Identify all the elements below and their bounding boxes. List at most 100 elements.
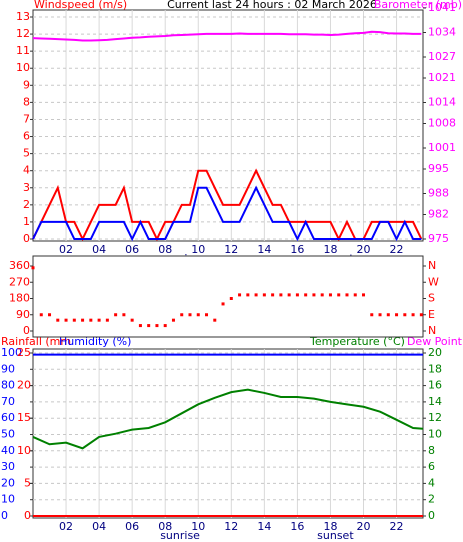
y2-tick-label: W bbox=[428, 275, 439, 288]
y-tick-label: 0 bbox=[1, 509, 8, 522]
direction-point bbox=[345, 293, 349, 297]
direction-point bbox=[337, 293, 341, 297]
x-tick-label: 16 bbox=[290, 243, 304, 256]
y2-tick-label: 1014 bbox=[428, 96, 456, 109]
direction-point bbox=[370, 313, 374, 317]
x-tick-label: 04 bbox=[92, 243, 106, 256]
windspeed-label: Windspeed (m/s) bbox=[34, 0, 127, 11]
sun-annotation: sunset bbox=[317, 529, 354, 542]
y2-tick-label: 975 bbox=[428, 232, 449, 245]
y2-tick-label: 20 bbox=[428, 346, 442, 359]
x-tick-label: 20 bbox=[357, 520, 371, 533]
x-tick-label: 02 bbox=[59, 243, 73, 256]
y2-tick-label: 16 bbox=[428, 379, 442, 392]
direction-point bbox=[403, 313, 407, 317]
rainfall-label: Rainfall (mm bbox=[1, 335, 71, 348]
direction-point bbox=[279, 293, 283, 297]
direction-point bbox=[238, 293, 242, 297]
direction-point bbox=[213, 318, 217, 322]
direction-point bbox=[304, 293, 308, 297]
y-tick-label: 13 bbox=[16, 10, 30, 23]
y-tick-label: 270 bbox=[9, 275, 30, 288]
direction-point bbox=[105, 318, 109, 322]
direction-point bbox=[97, 318, 101, 322]
direction-point bbox=[122, 313, 126, 317]
y2-tick-label: 6 bbox=[428, 460, 435, 473]
direction-point bbox=[320, 293, 324, 297]
y3-tick-label: 5 bbox=[24, 476, 31, 489]
y2-tick-label: S bbox=[428, 292, 435, 305]
y-tick-label: 6 bbox=[23, 130, 30, 143]
direction-point bbox=[271, 293, 275, 297]
x-tick-label: 04 bbox=[92, 520, 106, 533]
y-tick-label: 12 bbox=[16, 27, 30, 40]
y2-tick-label: 18 bbox=[428, 362, 442, 375]
direction-point bbox=[171, 318, 175, 322]
x-tick-label: 08 bbox=[158, 520, 172, 533]
y-tick-label: 3 bbox=[23, 181, 30, 194]
y-tick-label: 60 bbox=[1, 411, 15, 424]
y-tick-label: 360 bbox=[9, 259, 30, 272]
y-tick-label: 1 bbox=[23, 215, 30, 228]
y-tick-label: 40 bbox=[1, 444, 15, 457]
direction-point bbox=[221, 302, 225, 306]
y3-tick-label: 25 bbox=[17, 346, 31, 359]
y2-tick-label: 1021 bbox=[428, 71, 456, 84]
direction-point bbox=[39, 313, 43, 317]
direction-point bbox=[180, 313, 184, 317]
direction-point bbox=[386, 313, 390, 317]
y2-tick-label: 1001 bbox=[428, 141, 456, 154]
direction-point bbox=[147, 324, 151, 328]
y3-tick-label: 0 bbox=[24, 509, 31, 522]
y3-tick-label: 10 bbox=[17, 444, 31, 457]
y2-tick-label: 1027 bbox=[428, 50, 456, 63]
y2-tick-label: 12 bbox=[428, 411, 442, 424]
series-line bbox=[32, 185, 422, 242]
y2-tick-label: 1034 bbox=[428, 26, 456, 39]
humidity-label: Humidity (%) bbox=[59, 335, 131, 348]
y2-tick-label: 4 bbox=[428, 476, 435, 489]
x-tick-label: 06 bbox=[125, 243, 139, 256]
dewpoint-label: Dew Point bbox=[407, 335, 463, 348]
x-tick-label: 18 bbox=[323, 243, 337, 256]
y2-tick-label: 982 bbox=[428, 208, 449, 221]
plot-frame bbox=[32, 255, 424, 338]
chart-title: Current last 24 hours : 02 March 2026 bbox=[167, 0, 377, 11]
x-tick-label: 06 bbox=[125, 520, 139, 533]
y2-tick-label: 0 bbox=[428, 509, 435, 522]
x-tick-label: 16 bbox=[290, 520, 304, 533]
y-tick-label: 50 bbox=[1, 428, 15, 441]
x-tick-label: 18 bbox=[323, 520, 337, 533]
direction-point bbox=[72, 318, 76, 322]
direction-point bbox=[362, 293, 366, 297]
series-line bbox=[32, 388, 424, 450]
barometer-label: Barometer (mb) bbox=[374, 0, 462, 11]
direction-point bbox=[196, 313, 200, 317]
direction-point bbox=[130, 318, 134, 322]
direction-point bbox=[254, 293, 258, 297]
direction-point bbox=[328, 293, 332, 297]
direction-point bbox=[155, 324, 159, 328]
series-line bbox=[32, 30, 422, 42]
direction-point bbox=[205, 313, 209, 317]
y-tick-label: 11 bbox=[16, 44, 30, 57]
x-tick-label: 12 bbox=[224, 243, 238, 256]
y-tick-label: 0 bbox=[23, 324, 30, 337]
y2-tick-label: 1008 bbox=[428, 117, 456, 130]
y3-tick-label: 20 bbox=[17, 379, 31, 392]
y-tick-label: 9 bbox=[23, 78, 30, 91]
x-tick-label: 10 bbox=[191, 520, 205, 533]
direction-point bbox=[163, 324, 167, 328]
direction-point bbox=[246, 293, 250, 297]
direction-point bbox=[138, 324, 142, 328]
direction-point bbox=[378, 313, 382, 317]
x-tick-label: 20 bbox=[357, 243, 371, 256]
y2-tick-label: 14 bbox=[428, 395, 442, 408]
plot-frame bbox=[32, 348, 424, 519]
x-tick-label: 02 bbox=[59, 520, 73, 533]
y2-tick-label: 10 bbox=[428, 428, 442, 441]
x-tick-label: 10 bbox=[191, 243, 205, 256]
direction-point bbox=[81, 318, 85, 322]
direction-point bbox=[287, 293, 291, 297]
